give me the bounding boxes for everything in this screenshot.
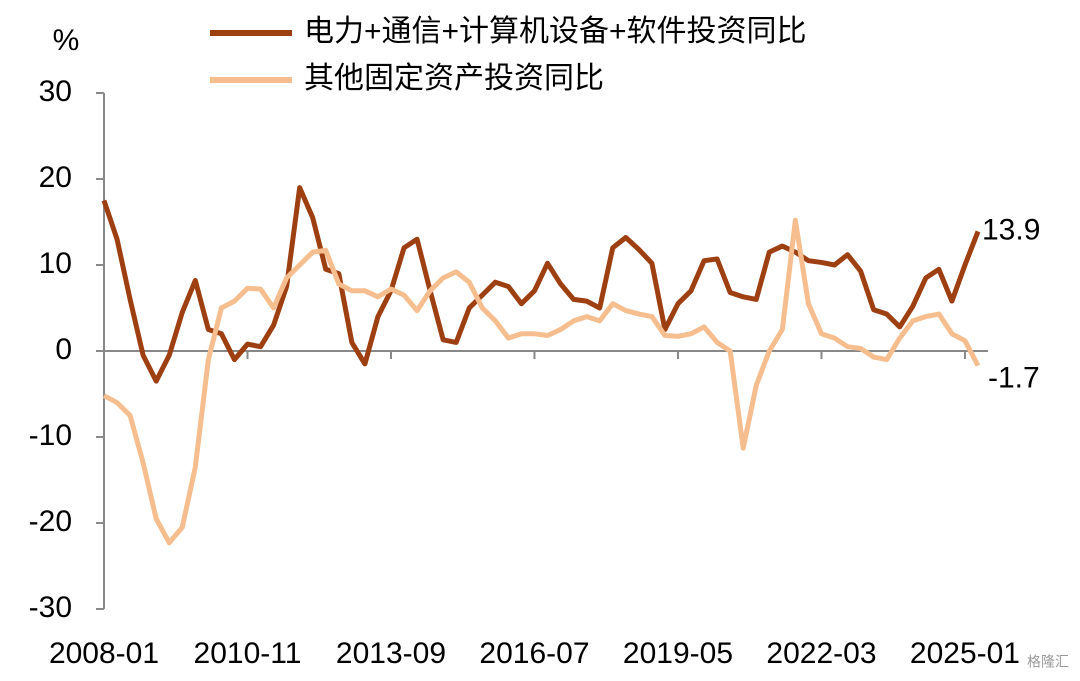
x-tick-label: 2010-11 bbox=[194, 637, 302, 670]
x-tick-label: 2008-01 bbox=[49, 637, 159, 670]
end-value-label: -1.7 bbox=[988, 362, 1040, 395]
legend-label: 其他固定资产投资同比 bbox=[304, 62, 604, 95]
y-tick-label: -20 bbox=[29, 505, 72, 538]
series-line bbox=[102, 217, 981, 546]
x-tick-label: 2013-09 bbox=[336, 637, 446, 670]
x-tick-label: 2019-05 bbox=[623, 637, 733, 670]
x-tick-label: 2022-03 bbox=[766, 637, 876, 670]
legend-label: 电力+通信+计算机设备+软件投资同比 bbox=[304, 15, 807, 48]
y-tick-label: 30 bbox=[39, 75, 72, 108]
y-tick-label: -30 bbox=[29, 591, 72, 624]
series-line bbox=[101, 185, 981, 384]
x-tick-label: 2016-07 bbox=[479, 637, 589, 670]
end-value-label: 13.9 bbox=[982, 213, 1040, 246]
y-tick-label: -10 bbox=[29, 419, 72, 452]
y-axis-label: % bbox=[53, 24, 80, 57]
x-tick-label: 2025-01 bbox=[910, 637, 1020, 670]
y-tick-label: 10 bbox=[39, 247, 72, 280]
y-tick-label: 20 bbox=[39, 161, 72, 194]
y-tick-label: 0 bbox=[55, 333, 72, 366]
watermark: 格隆汇 bbox=[1027, 654, 1069, 670]
